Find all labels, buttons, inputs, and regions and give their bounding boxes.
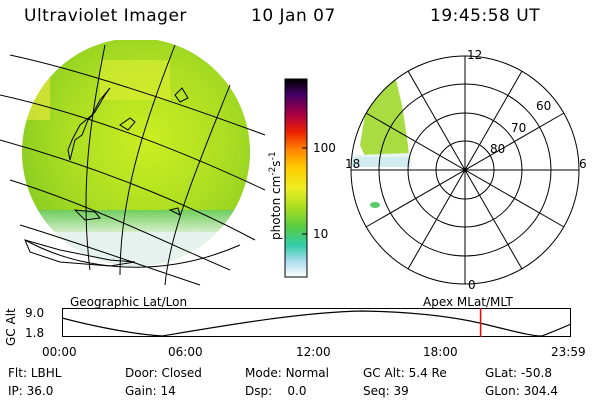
mlat-label-70: 70 (511, 121, 527, 135)
geo-grid-lines (0, 44, 266, 286)
colorbar-tick-10: 10 (313, 227, 329, 241)
mlt-label-6: 6 (579, 157, 587, 171)
altitude-tick-low: 1.8 (25, 326, 45, 340)
colorbar-tick-100: 100 (313, 141, 336, 155)
altitude-tick-high: 9.0 (25, 306, 45, 320)
status-gain: Gain: 14 (125, 384, 176, 398)
image-date: 10 Jan 07 (251, 6, 336, 26)
time-tick-1200: 12:00 (296, 345, 331, 359)
time-tick-1800: 18:00 (423, 345, 458, 359)
coastline (24, 87, 189, 267)
earth-disk-image (0, 40, 266, 286)
mlt-label-0: 0 (468, 278, 476, 292)
status-gc-alt: GC Alt: 5.4 Re (363, 366, 447, 380)
color-scale-bar (284, 78, 308, 278)
status-glon: GLon: 304.4 (485, 384, 558, 398)
status-filter: Flt: LBHL (8, 366, 62, 380)
status-ip: IP: 36.0 (8, 384, 54, 398)
instrument-title: Ultraviolet Imager (24, 6, 187, 26)
colorbar-unit-label: photon cm-2s-1 (268, 151, 283, 240)
status-mode: Mode: Normal (245, 366, 329, 380)
mlat-label-60: 60 (536, 99, 552, 113)
status-seq: Seq: 39 (363, 384, 409, 398)
status-glat: GLat: -50.8 (485, 366, 552, 380)
altitude-strip-plot (62, 308, 572, 337)
mlt-label-12: 12 (467, 48, 483, 62)
altitude-axis-label: GC Alt (4, 308, 18, 346)
time-tick-2359: 23:59 (551, 345, 586, 359)
mlat-label-80: 80 (490, 142, 506, 156)
geographic-coord-label: Geographic Lat/Lon (70, 295, 188, 309)
polar-mlt-plot (350, 55, 580, 285)
mlt-label-18: 18 (345, 157, 361, 171)
time-tick-0000: 00:00 (42, 345, 77, 359)
image-time: 19:45:58 UT (430, 6, 541, 26)
polar-auroral-data (351, 63, 412, 208)
altitude-curve (62, 310, 572, 337)
time-tick-0600: 06:00 (168, 345, 203, 359)
status-dsp: Dsp: 0.0 (245, 384, 307, 398)
polar-grid (350, 55, 580, 285)
apex-coord-label: Apex MLat/MLT (423, 295, 513, 309)
status-door: Door: Closed (125, 366, 202, 380)
